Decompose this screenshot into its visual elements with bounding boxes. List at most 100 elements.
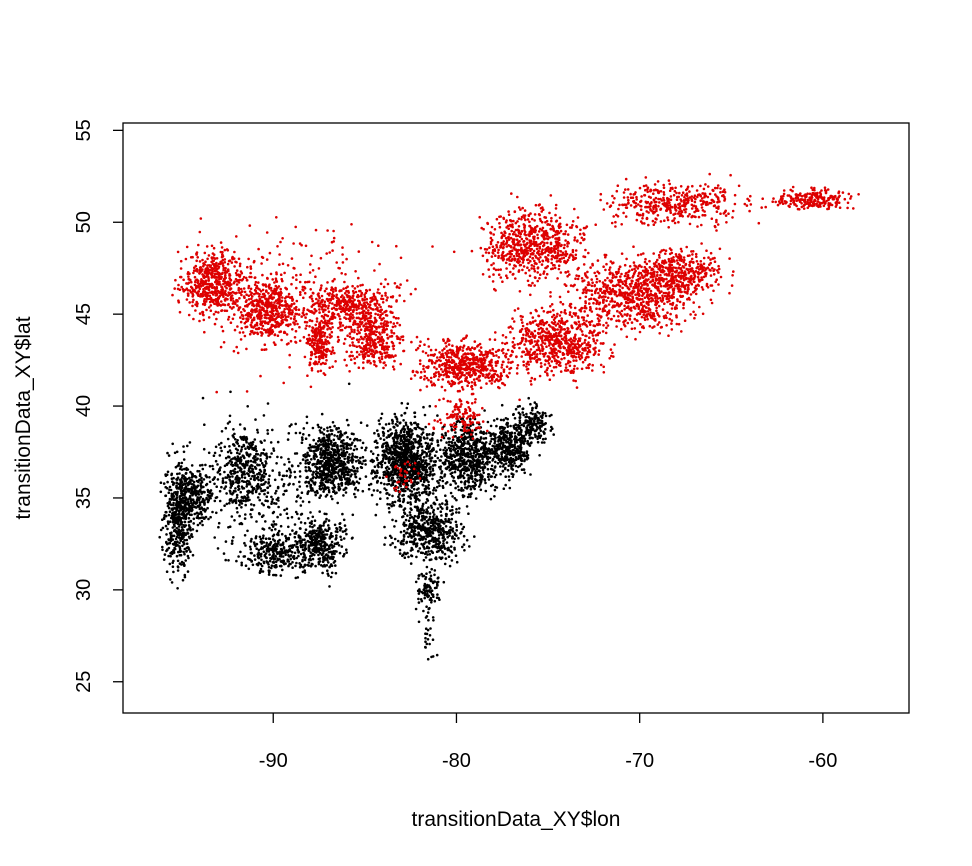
data-point — [180, 476, 184, 479]
data-point — [383, 461, 387, 465]
data-point — [493, 450, 497, 453]
data-point — [179, 481, 183, 485]
data-point — [425, 572, 428, 575]
data-point — [305, 533, 309, 536]
data-point — [543, 441, 546, 444]
data-point — [337, 485, 341, 489]
data-point — [238, 452, 241, 456]
data-point — [409, 533, 412, 537]
data-point — [185, 508, 189, 512]
data-point — [313, 546, 316, 550]
data-point — [402, 467, 406, 470]
data-point — [466, 495, 470, 499]
data-point — [376, 458, 379, 462]
data-point — [259, 440, 263, 443]
data-point — [510, 472, 513, 476]
data-point — [190, 513, 193, 517]
data-point — [262, 541, 266, 544]
data-point — [518, 419, 522, 422]
data-point — [166, 470, 170, 474]
data-point — [258, 571, 262, 574]
data-point — [351, 441, 354, 445]
data-point — [344, 491, 348, 494]
data-point — [322, 432, 326, 436]
data-point — [489, 467, 493, 471]
data-point — [303, 538, 306, 541]
data-point — [413, 529, 417, 533]
data-point — [294, 510, 298, 514]
data-point — [184, 559, 187, 562]
data-point — [411, 442, 415, 445]
data-point — [223, 487, 226, 490]
data-point — [519, 433, 523, 436]
data-point — [310, 520, 314, 523]
data-point — [304, 480, 308, 484]
data-point — [432, 489, 435, 492]
data-point — [237, 444, 241, 448]
data-point — [270, 528, 274, 532]
data-point — [167, 522, 170, 526]
data-point — [309, 551, 313, 554]
data-point — [399, 421, 402, 425]
data-point — [488, 442, 492, 446]
data-point — [506, 417, 510, 421]
data-point — [161, 548, 164, 552]
data-point — [427, 546, 431, 550]
data-point — [172, 503, 175, 507]
data-point — [404, 532, 408, 535]
data-point — [432, 538, 435, 542]
data-point — [329, 575, 333, 579]
data-point — [442, 535, 446, 539]
data-point — [504, 430, 507, 434]
data-point — [281, 551, 285, 555]
data-point — [310, 522, 313, 525]
data-point — [293, 543, 296, 547]
data-point — [354, 475, 357, 479]
data-point — [196, 469, 199, 473]
data-point — [273, 478, 277, 482]
data-point — [410, 530, 413, 533]
data-point — [490, 437, 494, 441]
data-point — [438, 598, 441, 601]
data-point — [255, 476, 259, 480]
data-point — [234, 487, 237, 490]
data-point — [247, 567, 251, 571]
data-point — [294, 431, 298, 435]
data-point — [402, 442, 406, 445]
data-point — [427, 594, 431, 598]
data-point — [172, 501, 175, 505]
data-point — [307, 549, 311, 552]
data-point — [524, 415, 527, 419]
data-point — [427, 473, 431, 477]
data-point — [282, 559, 286, 563]
data-point — [495, 424, 498, 428]
data-point — [282, 547, 286, 550]
data-point — [189, 470, 192, 474]
data-point — [302, 433, 305, 436]
data-point — [496, 461, 500, 465]
data-point — [501, 426, 504, 430]
data-point — [393, 537, 397, 541]
data-point — [420, 427, 423, 431]
data-point — [317, 547, 320, 550]
data-point — [443, 538, 447, 541]
data-point — [283, 562, 286, 566]
data-point — [291, 545, 295, 549]
data-point — [300, 491, 304, 495]
data-point — [428, 553, 432, 556]
data-point — [170, 581, 174, 584]
data-point — [412, 487, 416, 491]
data-point — [450, 474, 454, 478]
data-point — [288, 545, 291, 548]
data-point — [252, 448, 256, 452]
data-point — [175, 481, 178, 485]
data-point — [249, 558, 252, 562]
data-point — [439, 510, 443, 513]
data-point — [175, 543, 179, 547]
data-point — [340, 482, 343, 486]
data-point — [180, 526, 184, 529]
data-point — [195, 486, 199, 489]
data-point — [265, 462, 268, 465]
data-point — [415, 519, 418, 523]
data-point — [422, 609, 425, 613]
